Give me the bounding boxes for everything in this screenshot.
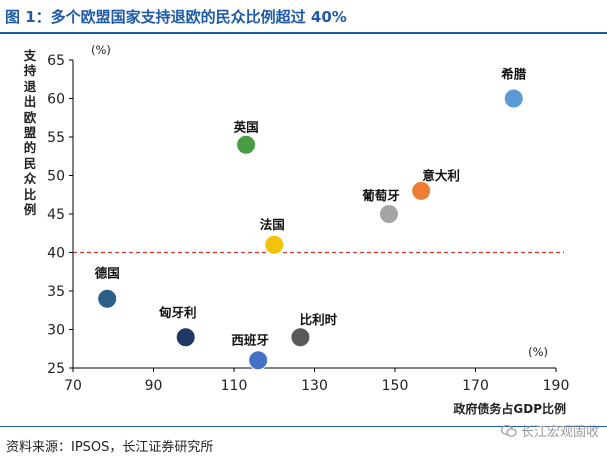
figure-title: 图 1：多个欧盟国家支持退欧的民众比例超过 40%: [5, 8, 347, 26]
data-point: [503, 88, 524, 109]
y-axis-label: 支持退出欧盟的民众比例: [23, 48, 37, 218]
y-tick-label: 50: [47, 169, 65, 185]
y-tick-label: 30: [47, 323, 65, 339]
x-tick-label: 110: [221, 378, 248, 394]
watermark: 长江宏观固收: [500, 421, 599, 440]
data-point: [236, 134, 257, 155]
data-point-label: 法国: [260, 217, 285, 232]
y-tick-label: 60: [47, 92, 65, 108]
y-tick-label: 25: [47, 361, 65, 377]
x-axis-label: 政府债务占GDP比例: [453, 401, 566, 416]
source-note: 资料来源：IPSOS，长江证券研究所: [6, 440, 214, 455]
data-point-label: 英国: [234, 120, 259, 135]
y-tick-label: 35: [47, 284, 65, 300]
data-point: [290, 327, 311, 348]
y-tick-label: 65: [47, 53, 65, 69]
y-tick-label: 40: [47, 246, 65, 262]
y-unit-label: (%): [91, 43, 111, 57]
x-tick-label: 170: [462, 378, 489, 394]
bottom-rule: [0, 426, 607, 427]
data-point: [97, 288, 118, 309]
data-point-label: 希腊: [500, 67, 527, 82]
x-tick-label: 190: [543, 378, 570, 394]
x-tick-label: 90: [145, 378, 163, 394]
data-point: [411, 180, 432, 201]
title-underline: [0, 32, 607, 34]
wechat-icon: [500, 424, 517, 437]
x-unit-label: (%): [528, 345, 548, 359]
x-tick-label: 70: [64, 378, 82, 394]
scatter-chart: 25 30 35 40 45 50 55 60 65 70 90 110 130 150 170 190 (%)…: [47, 43, 570, 416]
x-tick-label: 130: [301, 378, 328, 394]
data-point: [378, 204, 399, 224]
x-tick-label: 150: [382, 378, 409, 394]
data-point-label: 德国: [95, 266, 120, 281]
data-point: [175, 327, 196, 348]
data-point-label: 西班牙: [231, 332, 269, 347]
y-tick-label: 45: [47, 207, 65, 223]
data-point: [248, 350, 269, 371]
data-point-label: 葡萄牙: [361, 188, 400, 203]
data-point-label: 比利时: [300, 312, 338, 327]
data-point-label: 匈牙利: [158, 305, 197, 320]
watermark-text: 长江宏观固收: [520, 425, 599, 440]
data-point-label: 意大利: [422, 168, 460, 183]
data-point: [264, 234, 285, 255]
y-tick-label: 55: [47, 130, 65, 146]
